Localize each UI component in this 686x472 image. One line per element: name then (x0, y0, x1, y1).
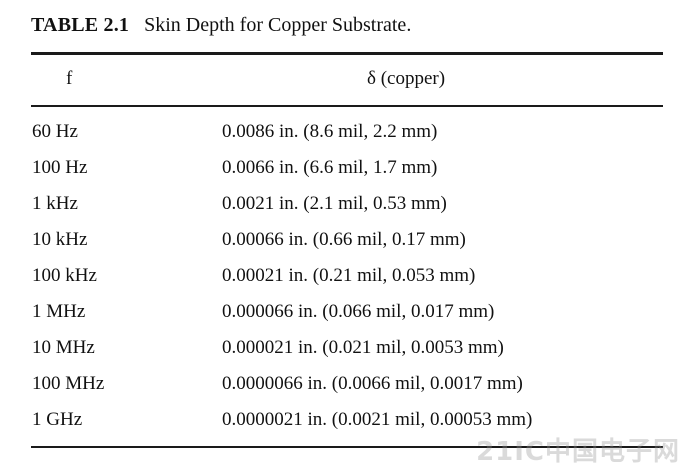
table-bottom-rule (31, 446, 663, 448)
skin-depth-cell: 0.000021 in. (0.021 mil, 0.0053 mm) (222, 337, 504, 358)
table-row: 10 MHz 0.000021 in. (0.021 mil, 0.0053 m… (0, 336, 686, 372)
skin-depth-cell: 0.0086 in. (8.6 mil, 2.2 mm) (222, 121, 438, 142)
frequency-cell: 60 Hz (32, 121, 78, 142)
frequency-cell: 100 kHz (32, 265, 97, 286)
column-header-frequency: f (66, 68, 73, 89)
skin-depth-cell: 0.00066 in. (0.66 mil, 0.17 mm) (222, 229, 466, 250)
table-body: 60 Hz 0.0086 in. (8.6 mil, 2.2 mm) 100 H… (0, 120, 686, 444)
skin-depth-cell: 0.0000021 in. (0.0021 mil, 0.00053 mm) (222, 409, 533, 430)
table-row: 100 Hz 0.0066 in. (6.6 mil, 1.7 mm) (0, 156, 686, 192)
column-header-skin-depth: δ (copper) (367, 68, 446, 89)
site-watermark: 21IC中国电子网 (476, 437, 680, 467)
frequency-cell: 1 MHz (32, 301, 86, 322)
frequency-cell: 1 GHz (32, 409, 83, 430)
table-header-rule (31, 105, 663, 107)
skin-depth-cell: 0.0000066 in. (0.0066 mil, 0.0017 mm) (222, 373, 523, 394)
table-row: 60 Hz 0.0086 in. (8.6 mil, 2.2 mm) (0, 120, 686, 156)
skin-depth-cell: 0.0066 in. (6.6 mil, 1.7 mm) (222, 157, 438, 178)
table-row: 100 MHz 0.0000066 in. (0.0066 mil, 0.001… (0, 372, 686, 408)
table-number: TABLE 2.1 (31, 14, 130, 36)
frequency-cell: 10 kHz (32, 229, 88, 250)
skin-depth-cell: 0.0021 in. (2.1 mil, 0.53 mm) (222, 193, 447, 214)
frequency-cell: 100 MHz (32, 373, 105, 394)
table-row: 1 MHz 0.000066 in. (0.066 mil, 0.017 mm) (0, 300, 686, 336)
skin-depth-cell: 0.000066 in. (0.066 mil, 0.017 mm) (222, 301, 495, 322)
table-title: Skin Depth for Copper Substrate. (144, 14, 412, 36)
table-caption: TABLE 2.1 Skin Depth for Copper Substrat… (31, 12, 411, 38)
frequency-cell: 10 MHz (32, 337, 95, 358)
table-row: 100 kHz 0.00021 in. (0.21 mil, 0.053 mm) (0, 264, 686, 300)
frequency-cell: 100 Hz (32, 157, 88, 178)
table-row: 1 kHz 0.0021 in. (2.1 mil, 0.53 mm) (0, 192, 686, 228)
table-row: 1 GHz 0.0000021 in. (0.0021 mil, 0.00053… (0, 408, 686, 444)
frequency-cell: 1 kHz (32, 193, 78, 214)
skin-depth-cell: 0.00021 in. (0.21 mil, 0.053 mm) (222, 265, 476, 286)
table-top-rule (31, 52, 663, 55)
table-row: 10 kHz 0.00066 in. (0.66 mil, 0.17 mm) (0, 228, 686, 264)
